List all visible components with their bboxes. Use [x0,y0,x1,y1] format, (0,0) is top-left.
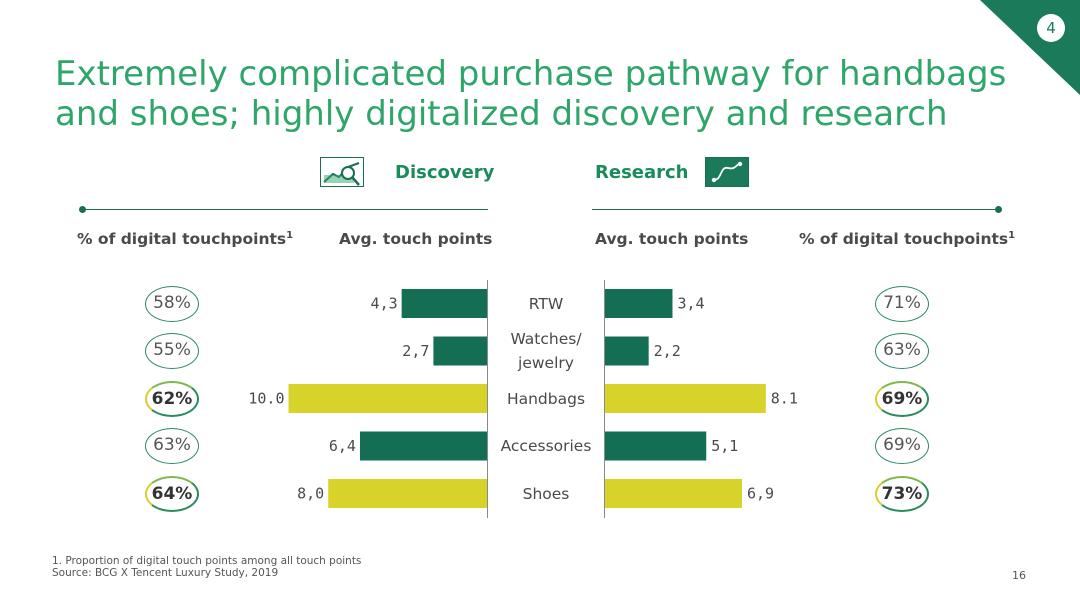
discovery-pct-badge: 62% [145,380,199,417]
left-axis [487,280,488,518]
discovery-value-label: 8,0 [297,485,324,503]
page-number: 16 [1012,569,1026,582]
left-rule [82,209,488,210]
research-label: Research [595,162,689,183]
research-value-label: 8.1 [771,390,798,408]
research-bar [605,289,673,318]
research-bar [605,479,742,508]
research-bar [605,336,649,366]
research-pct-badge: 71% [875,285,929,322]
left-avg-header: Avg. touch points [339,230,493,248]
research-value-label: 5,1 [711,437,738,455]
right-axis [604,280,605,518]
research-value-label: 6,9 [747,485,774,503]
right-avg-header: Avg. touch points [595,230,749,248]
research-pct-badge: 73% [875,475,929,512]
research-pct-badge: 63% [875,333,929,369]
research-value-label: 2,2 [654,342,681,360]
discovery-bar [288,384,487,413]
discovery-bar [328,479,487,508]
research-pct-badge: 69% [875,428,929,464]
category-label: Handbags [506,389,586,408]
discovery-value-label: 2,7 [402,342,429,360]
discovery-value-label: 10.0 [248,390,284,408]
source-note: Source: BCG X Tencent Luxury Study, 2019 [52,567,279,579]
research-value-label: 3,4 [677,295,704,313]
discovery-value-label: 4,3 [371,295,398,313]
discovery-value-label: 6,4 [329,437,356,455]
discovery-pct-badge: 55% [145,333,199,369]
page-title: Extremely complicated purchase pathway f… [55,54,1007,134]
category-label: Shoes [522,484,570,503]
category-label: Watches/jewelry [510,330,582,372]
category-label: Accessories [500,437,592,455]
research-bar [605,384,766,413]
right-rule-dot [995,206,1002,213]
discovery-bar [359,431,487,461]
research-bar [605,431,707,461]
right-rule [592,209,998,210]
left-pct-header: % of digital touchpoints1 [77,230,294,249]
discovery-pct-badge: 64% [145,475,199,512]
discovery-pct-badge: 63% [145,428,199,464]
section-number-badge: 4 [1037,14,1065,42]
discovery-bar [401,289,487,318]
research-pct-badge: 69% [875,380,929,417]
footnote: 1. Proportion of digital touch points am… [52,555,362,567]
path-curve-icon [705,157,749,187]
magnifier-chart-icon [320,157,364,187]
discovery-bar [433,336,487,366]
discovery-label: Discovery [395,162,495,183]
category-label: RTW [528,294,564,313]
discovery-pct-badge: 58% [145,285,199,322]
right-pct-header: % of digital touchpoints1 [799,230,1016,249]
